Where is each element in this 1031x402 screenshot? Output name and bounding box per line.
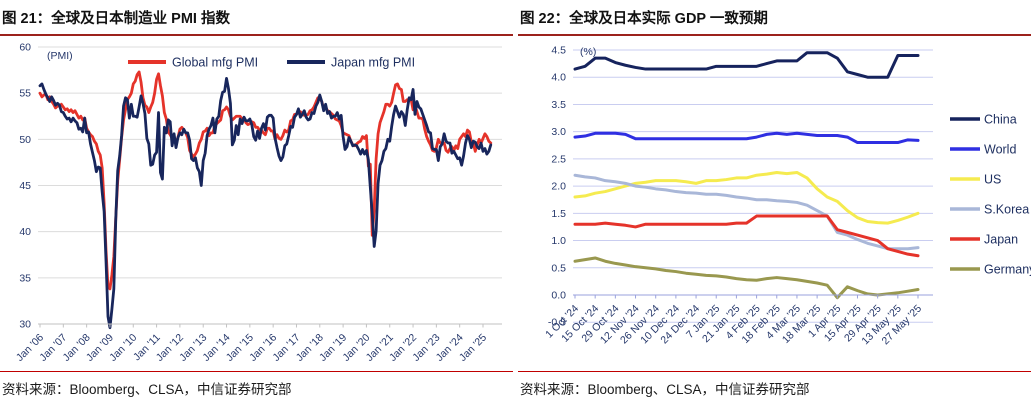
figure-21-panel: 图 21：全球及日本制造业 PMI 指数 30 35 40 45 50 55 60 (PMI)… — [0, 0, 513, 402]
axis-unit-label: (PMI) — [47, 50, 73, 62]
svg-text:60: 60 — [19, 42, 31, 54]
series-line-japan-mfg-pmi — [38, 76, 493, 330]
figure-22-title: 图 22：全球及日本实际 GDP 一致预期 — [518, 0, 1031, 36]
y-axis-labels: -0.5 0.0 0.5 1.0 1.5 2.0 2.5 3.0 3.5 4.0 4.5 — [548, 45, 566, 329]
series-line-japan — [573, 214, 920, 258]
series-group — [38, 70, 493, 330]
legend-label: Germany — [984, 263, 1031, 277]
legend-label: Japan mfg PMI — [331, 56, 415, 70]
series-line-world — [573, 131, 920, 145]
y-axis-labels: 30 35 40 45 50 55 60 — [19, 42, 31, 331]
legend-label: S.Korea — [984, 203, 1029, 217]
figure-21-title: 图 21：全球及日本制造业 PMI 指数 — [0, 0, 513, 36]
svg-text:35: 35 — [19, 272, 31, 284]
x-axis — [573, 294, 933, 299]
svg-text:40: 40 — [19, 226, 31, 238]
series-line-germany — [573, 256, 920, 300]
source-rule — [518, 371, 1031, 372]
figure-21-source: 资料来源：Bloomberg、CLSA，中信证券研究部 — [2, 382, 292, 397]
x-axis — [38, 323, 502, 328]
figure-22-source: 资料来源：Bloomberg、CLSA，中信证券研究部 — [520, 382, 810, 397]
axis-unit-label: (%) — [580, 46, 596, 58]
series-group — [573, 51, 920, 300]
legend-label: Japan — [984, 233, 1018, 247]
svg-text:1.5: 1.5 — [551, 208, 566, 220]
legend-label: China — [984, 113, 1017, 127]
svg-text:30: 30 — [19, 319, 31, 331]
svg-text:55: 55 — [19, 88, 31, 100]
svg-text:4.0: 4.0 — [551, 72, 566, 84]
series-line-global-mfg-pmi — [38, 70, 493, 291]
legend: China World US S.Korea Japan Germany — [950, 113, 1031, 277]
svg-text:45: 45 — [19, 180, 31, 192]
svg-text:2.0: 2.0 — [551, 181, 566, 193]
svg-text:-0.5: -0.5 — [548, 317, 566, 329]
gdp-consensus-line-chart: -0.5 0.0 0.5 1.0 1.5 2.0 2.5 3.0 3.5 4.0 4.5 (%) 1 O… — [543, 45, 1031, 348]
svg-text:4.5: 4.5 — [551, 45, 566, 57]
legend-label: US — [984, 173, 1001, 187]
svg-text:1.0: 1.0 — [551, 235, 566, 247]
legend-label: Global mfg PMI — [172, 56, 258, 70]
figure-22-panel: 图 22：全球及日本实际 GDP 一致预期 -0.5 0.0 0.5 1.0 1.5 2.… — [518, 0, 1031, 402]
svg-text:0.0: 0.0 — [551, 289, 566, 301]
svg-text:2.5: 2.5 — [551, 153, 566, 165]
svg-text:50: 50 — [19, 134, 31, 146]
series-line-china — [573, 51, 920, 79]
series-line-s-korea — [573, 173, 920, 251]
legend-label: World — [984, 143, 1016, 157]
svg-text:3.5: 3.5 — [551, 99, 566, 111]
svg-text:0.5: 0.5 — [551, 262, 566, 274]
source-rule — [0, 371, 513, 372]
legend: Global mfg PMI Japan mfg PMI — [128, 56, 415, 70]
svg-text:3.0: 3.0 — [551, 126, 566, 138]
